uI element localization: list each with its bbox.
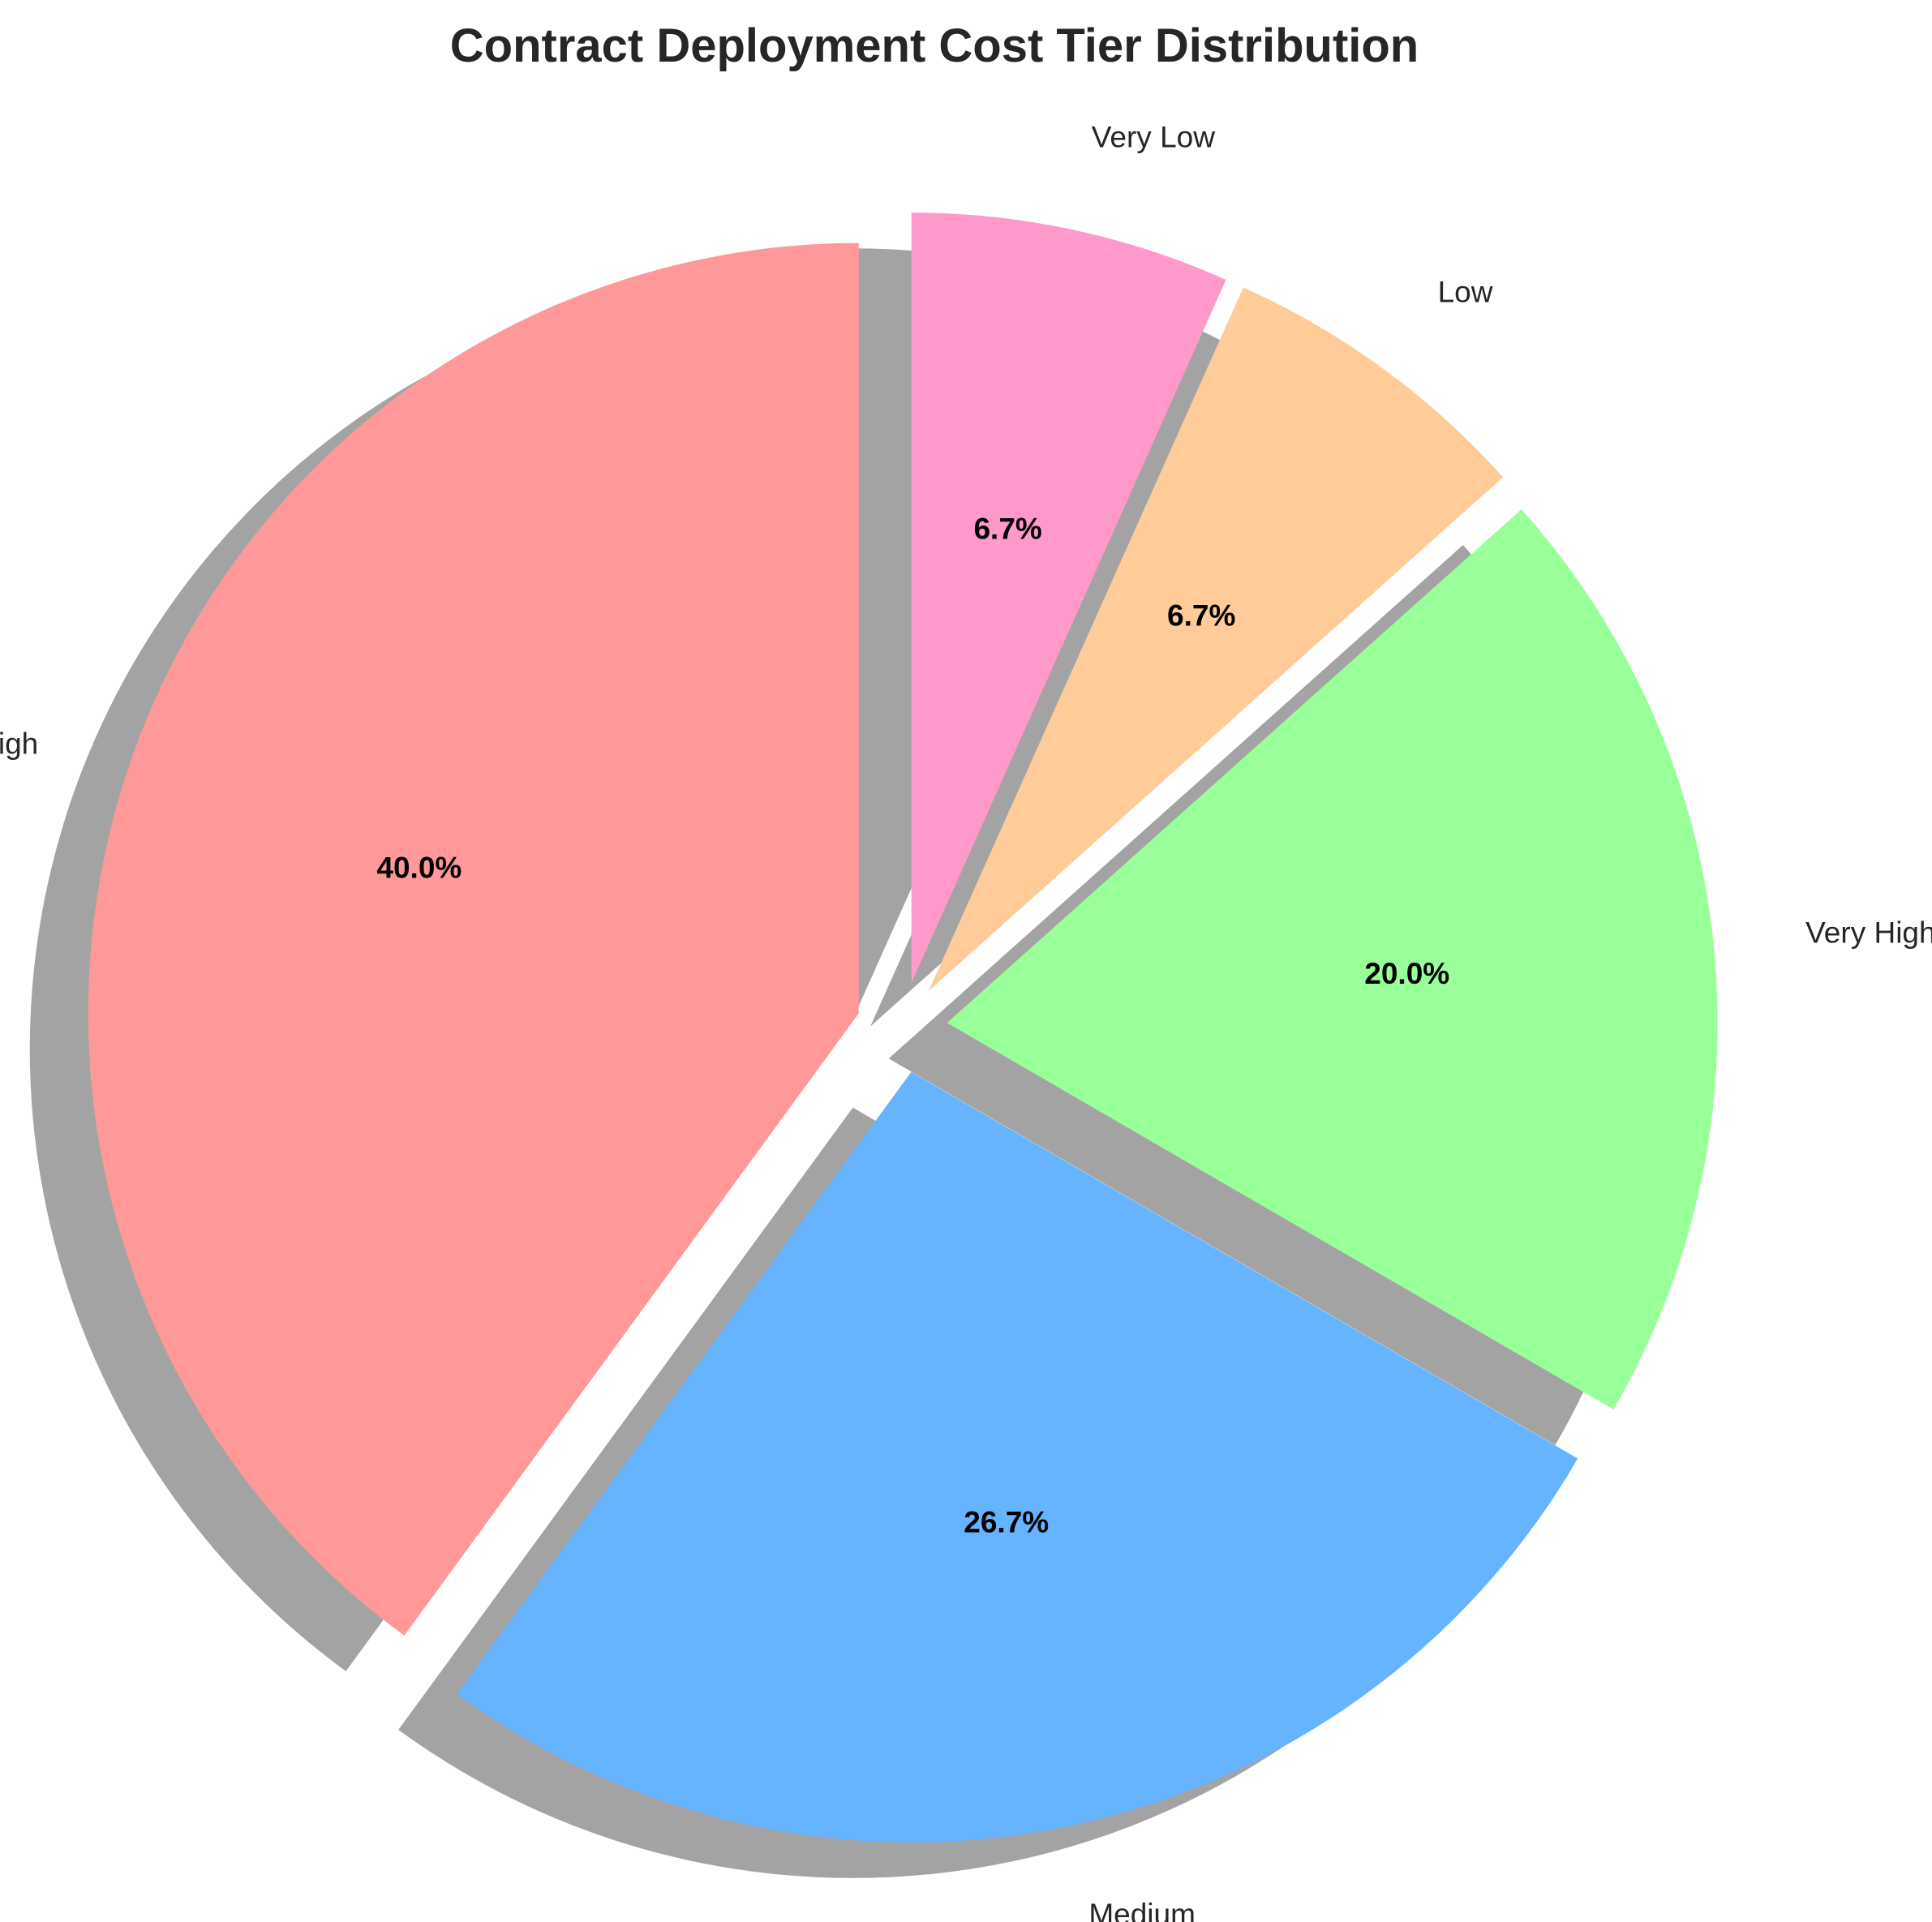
pct-label-medium: 26.7% <box>964 1505 1049 1538</box>
slice-medium <box>457 1071 1578 1843</box>
label-low: Low <box>1438 275 1493 308</box>
pct-label-high: 40.0% <box>376 852 462 885</box>
slice-labels: High 40.0% Medium 26.7% Very High 20.0% Low 6.7… <box>0 120 1932 1922</box>
slice-low <box>929 287 1504 991</box>
pie-slices <box>88 212 1718 1843</box>
slice-high <box>88 242 859 1636</box>
label-medium: Medium <box>1088 1898 1196 1922</box>
pct-label-very-high: 20.0% <box>1364 957 1449 990</box>
slice-very-high <box>947 508 1718 1410</box>
label-high: High <box>0 727 38 760</box>
pct-label-very-low: 6.7% <box>973 513 1041 546</box>
label-very-low: Very Low <box>1092 120 1215 153</box>
chart-title: Contract Deployment Cost Tier Distributi… <box>450 19 1419 72</box>
pct-label-low: 6.7% <box>1167 598 1235 632</box>
label-very-high: Very High <box>1805 916 1932 950</box>
slice-very-low <box>911 212 1226 984</box>
